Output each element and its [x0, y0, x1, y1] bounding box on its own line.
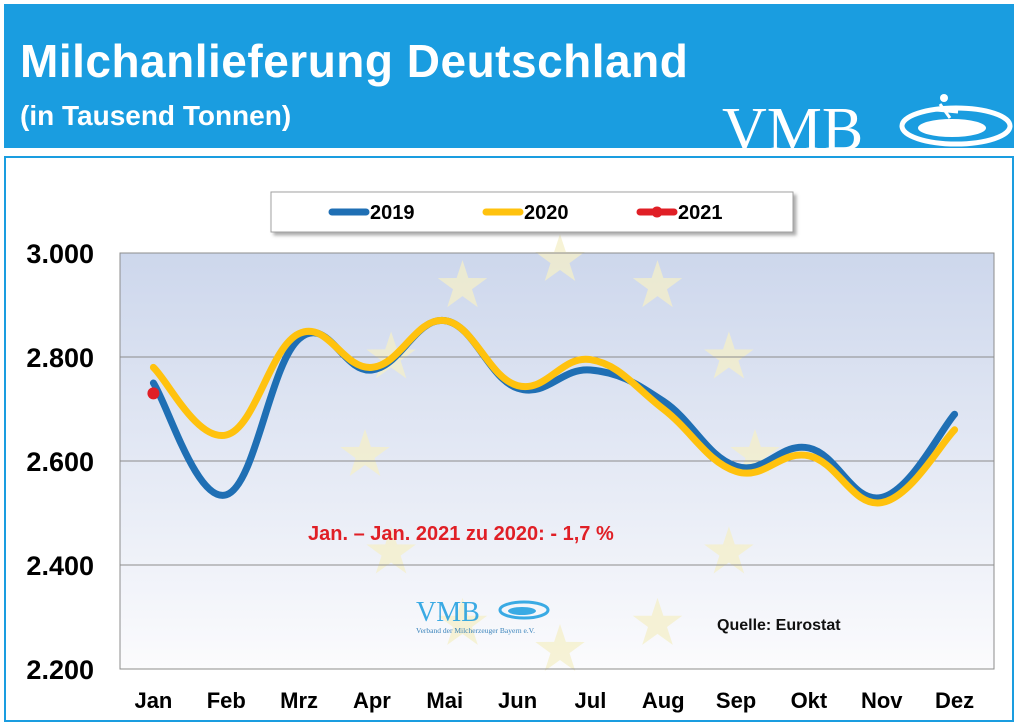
eu-star-icon [535, 234, 585, 281]
x-tick-label: Sep [716, 688, 756, 713]
source-note: Quelle: Eurostat [717, 617, 841, 634]
watermark-caption: Verband der Milcherzeuger Bayern e.V. [416, 626, 535, 635]
eu-star-icon [704, 331, 754, 379]
legend-items: 2019 2020 2021 [328, 202, 723, 224]
vmb-logo-text: VMB [722, 96, 863, 154]
x-tick-label: Mrz [280, 688, 318, 713]
legend-label-2019: 2019 [370, 202, 415, 224]
x-tick-label: Okt [791, 688, 828, 713]
vmb-logo: VMB [722, 94, 1013, 154]
x-tick-label: Apr [353, 688, 391, 713]
legend-marker-2021 [651, 206, 663, 218]
series-point-2021 [147, 387, 160, 400]
x-tick-label: Mai [426, 688, 463, 713]
eu-star-icon [437, 260, 488, 308]
x-tick-label: Dez [935, 688, 974, 713]
x-tick-label: Jun [498, 688, 537, 713]
change-annotation: Jan. – Jan. 2021 zu 2020: - 1,7 % [308, 523, 614, 545]
eu-star-icon [632, 597, 683, 645]
watermark-logo: VMB Verband der Milcherzeuger Bayern e.V… [416, 597, 550, 635]
eu-star-icon [730, 429, 780, 476]
eu-star-icon [704, 526, 754, 574]
x-tick-label: Feb [207, 688, 246, 713]
y-tick-label: 2.600 [26, 447, 94, 477]
legend-label-2021: 2021 [678, 202, 723, 224]
watermark-logo-text: VMB [416, 597, 480, 628]
x-tick-label: Jul [575, 688, 607, 713]
eu-star-icon [366, 526, 416, 574]
eu-star-icon [437, 597, 488, 645]
page-subtitle: (in Tausend Tonnen) [20, 100, 292, 131]
x-tick-label: Jan [134, 688, 172, 713]
header-banner: Milchanlieferung Deutschland (in Tausend… [4, 4, 1014, 154]
x-axis-labels: Jan Feb Mrz Apr Mai Jun Jul Aug Sep Okt Nov Dez [134, 688, 974, 713]
series-lines [147, 317, 959, 507]
eu-star-icon [632, 260, 683, 308]
legend-label-2020: 2020 [524, 202, 569, 224]
x-tick-label: Aug [642, 688, 685, 713]
y-tick-label: 3.000 [26, 239, 94, 269]
eu-star-icon [535, 624, 585, 671]
y-tick-label: 2.200 [26, 655, 94, 685]
y-tick-label: 2.800 [26, 343, 94, 373]
series-line-2020 [149, 317, 959, 507]
x-tick-label: Nov [861, 688, 903, 713]
page-title: Milchanlieferung Deutschland [20, 35, 689, 87]
gridlines [120, 252, 994, 670]
y-tick-label: 2.400 [26, 551, 94, 581]
eu-star-icon [340, 429, 390, 476]
y-axis-labels: 2.200 2.400 2.600 2.800 3.000 [26, 239, 94, 685]
